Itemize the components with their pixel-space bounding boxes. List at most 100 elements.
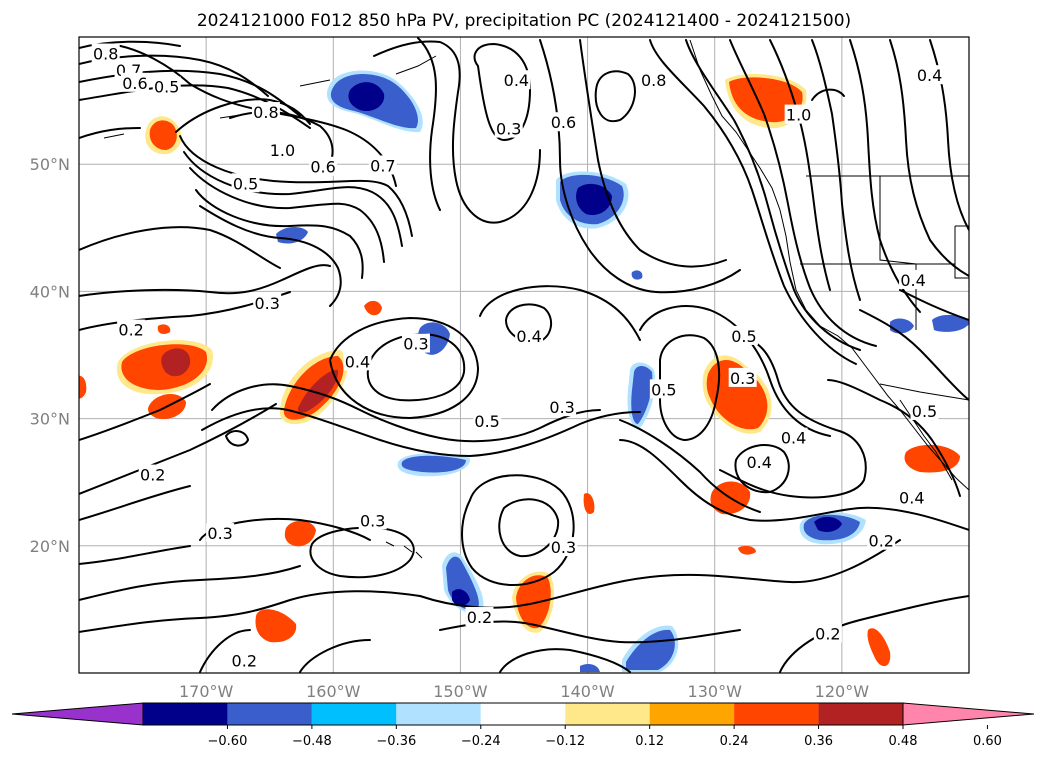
contour-label-text: 1.0 bbox=[270, 141, 295, 160]
contour-label: 0.2 bbox=[867, 530, 896, 551]
contour-label: 0.3 bbox=[549, 537, 578, 557]
precip-negative-area bbox=[631, 270, 643, 280]
precip-positive-area bbox=[867, 628, 891, 667]
pv-contour bbox=[779, 595, 969, 673]
contour-label-background bbox=[206, 523, 235, 543]
contour-label: 0.6 bbox=[120, 72, 149, 93]
colorbar-extension-low bbox=[11, 702, 144, 726]
pv-contour bbox=[79, 383, 211, 441]
contour-label-background bbox=[639, 70, 668, 90]
contour-label-text: 0.3 bbox=[730, 369, 755, 388]
pv-contour bbox=[179, 135, 413, 237]
land-box bbox=[954, 225, 969, 279]
contour-label-background bbox=[253, 292, 282, 312]
pv-contour bbox=[899, 289, 969, 321]
pv-contour bbox=[79, 590, 421, 633]
pv-contour bbox=[417, 37, 441, 211]
colorbar-swatch bbox=[649, 703, 735, 725]
contour-label: 0.2 bbox=[813, 623, 842, 644]
contour-label-background bbox=[268, 140, 297, 160]
longitude-label: 130°W bbox=[688, 682, 743, 701]
contour-label: 0.5 bbox=[152, 76, 181, 97]
contour-label-text: 0.2 bbox=[869, 532, 894, 551]
contour-label-text: 0.3 bbox=[549, 398, 574, 417]
pv-contour bbox=[594, 70, 636, 123]
contour-label-text: 0.3 bbox=[207, 524, 232, 543]
contour-label-background bbox=[897, 487, 926, 507]
contour-label-background bbox=[358, 510, 387, 530]
contour-label: 0.3 bbox=[206, 523, 235, 543]
pv-contour bbox=[729, 39, 877, 347]
contour-label-background bbox=[779, 427, 808, 447]
contour-label-background bbox=[343, 351, 372, 371]
longitude-label: 160°W bbox=[306, 682, 361, 701]
pv-contour bbox=[299, 639, 371, 673]
contour-label-text: 0.4 bbox=[899, 488, 924, 507]
contour-label-background bbox=[548, 397, 577, 417]
colorbar-label: −0.60 bbox=[208, 734, 248, 749]
pv-contour bbox=[811, 88, 845, 101]
contour-label-background bbox=[502, 70, 531, 90]
precip-positive-area bbox=[729, 77, 803, 123]
contour-label-background bbox=[117, 319, 146, 339]
contour-label-background bbox=[91, 43, 120, 63]
contour-label-background bbox=[368, 155, 397, 175]
precip-positive-area bbox=[79, 375, 87, 399]
contour-label: 0.4 bbox=[343, 351, 372, 371]
pv-contour bbox=[366, 333, 466, 402]
alaska-aleutians bbox=[103, 55, 437, 139]
hawaii-islands bbox=[385, 541, 423, 559]
colorbar-label: −0.12 bbox=[545, 734, 585, 749]
pv-contour bbox=[211, 383, 601, 443]
precip-positive-area bbox=[161, 348, 191, 377]
pv-contour bbox=[189, 167, 385, 263]
contour-label-background bbox=[231, 173, 260, 193]
pv-contour bbox=[473, 43, 531, 141]
contour-label: 0.2 bbox=[138, 464, 167, 485]
contour-label-text: 0.8 bbox=[253, 103, 278, 122]
pv-contour bbox=[225, 430, 249, 447]
contour-label: 1.0 bbox=[784, 104, 813, 125]
pv-contour bbox=[309, 526, 415, 579]
contour-labels: 0.80.70.6 0.50.81.00.50.6 0.70.40.3 0.60.81… bbox=[91, 43, 944, 670]
contour-label: 0.4 bbox=[515, 325, 544, 346]
pv-contour bbox=[719, 338, 867, 499]
pv-contour bbox=[649, 39, 857, 365]
pv-contour bbox=[659, 334, 721, 441]
pv-contour bbox=[769, 39, 831, 291]
contour-label-text: 0.4 bbox=[917, 66, 942, 85]
precip-negative-area bbox=[580, 664, 600, 672]
contour-label-background bbox=[813, 623, 842, 643]
precip-positive-area bbox=[157, 324, 171, 334]
colorbar-label: 0.48 bbox=[889, 734, 918, 749]
contour-label-background bbox=[230, 650, 259, 670]
pv-contour bbox=[195, 189, 364, 279]
contour-label-text: 0.8 bbox=[641, 71, 666, 90]
pv-contour bbox=[79, 127, 141, 139]
pv-contour bbox=[79, 84, 311, 129]
pv-contour bbox=[79, 40, 181, 49]
longitude-label: 120°W bbox=[815, 682, 870, 701]
latitude-label: 40°N bbox=[30, 282, 70, 301]
contour-label-background bbox=[899, 269, 928, 289]
precip-positive-area bbox=[298, 369, 339, 413]
contour-label: 0.5 bbox=[231, 173, 260, 193]
state-border bbox=[879, 176, 917, 330]
precip-negative-area bbox=[401, 455, 466, 473]
contour-label: 0.7 bbox=[368, 155, 397, 175]
pv-contour bbox=[201, 407, 641, 457]
contour-label: 0.5 bbox=[729, 325, 758, 346]
precip-positive-area bbox=[364, 300, 382, 316]
pv-contour bbox=[811, 39, 861, 301]
contour-label: 0.2 bbox=[117, 319, 146, 340]
precip-positive-area bbox=[904, 444, 960, 473]
colorbar-label: −0.36 bbox=[376, 734, 416, 749]
pv-contour bbox=[498, 498, 560, 558]
colorbar-extension-high bbox=[902, 702, 1035, 726]
longitude-label: 140°W bbox=[560, 682, 615, 701]
contour-label-background bbox=[549, 537, 578, 557]
contour-label-text: 0.5 bbox=[233, 174, 258, 193]
coastline-baja bbox=[899, 399, 953, 481]
map-panel: 0.80.70.6 0.50.81.00.50.6 0.70.40.3 0.60.81… bbox=[30, 36, 970, 701]
